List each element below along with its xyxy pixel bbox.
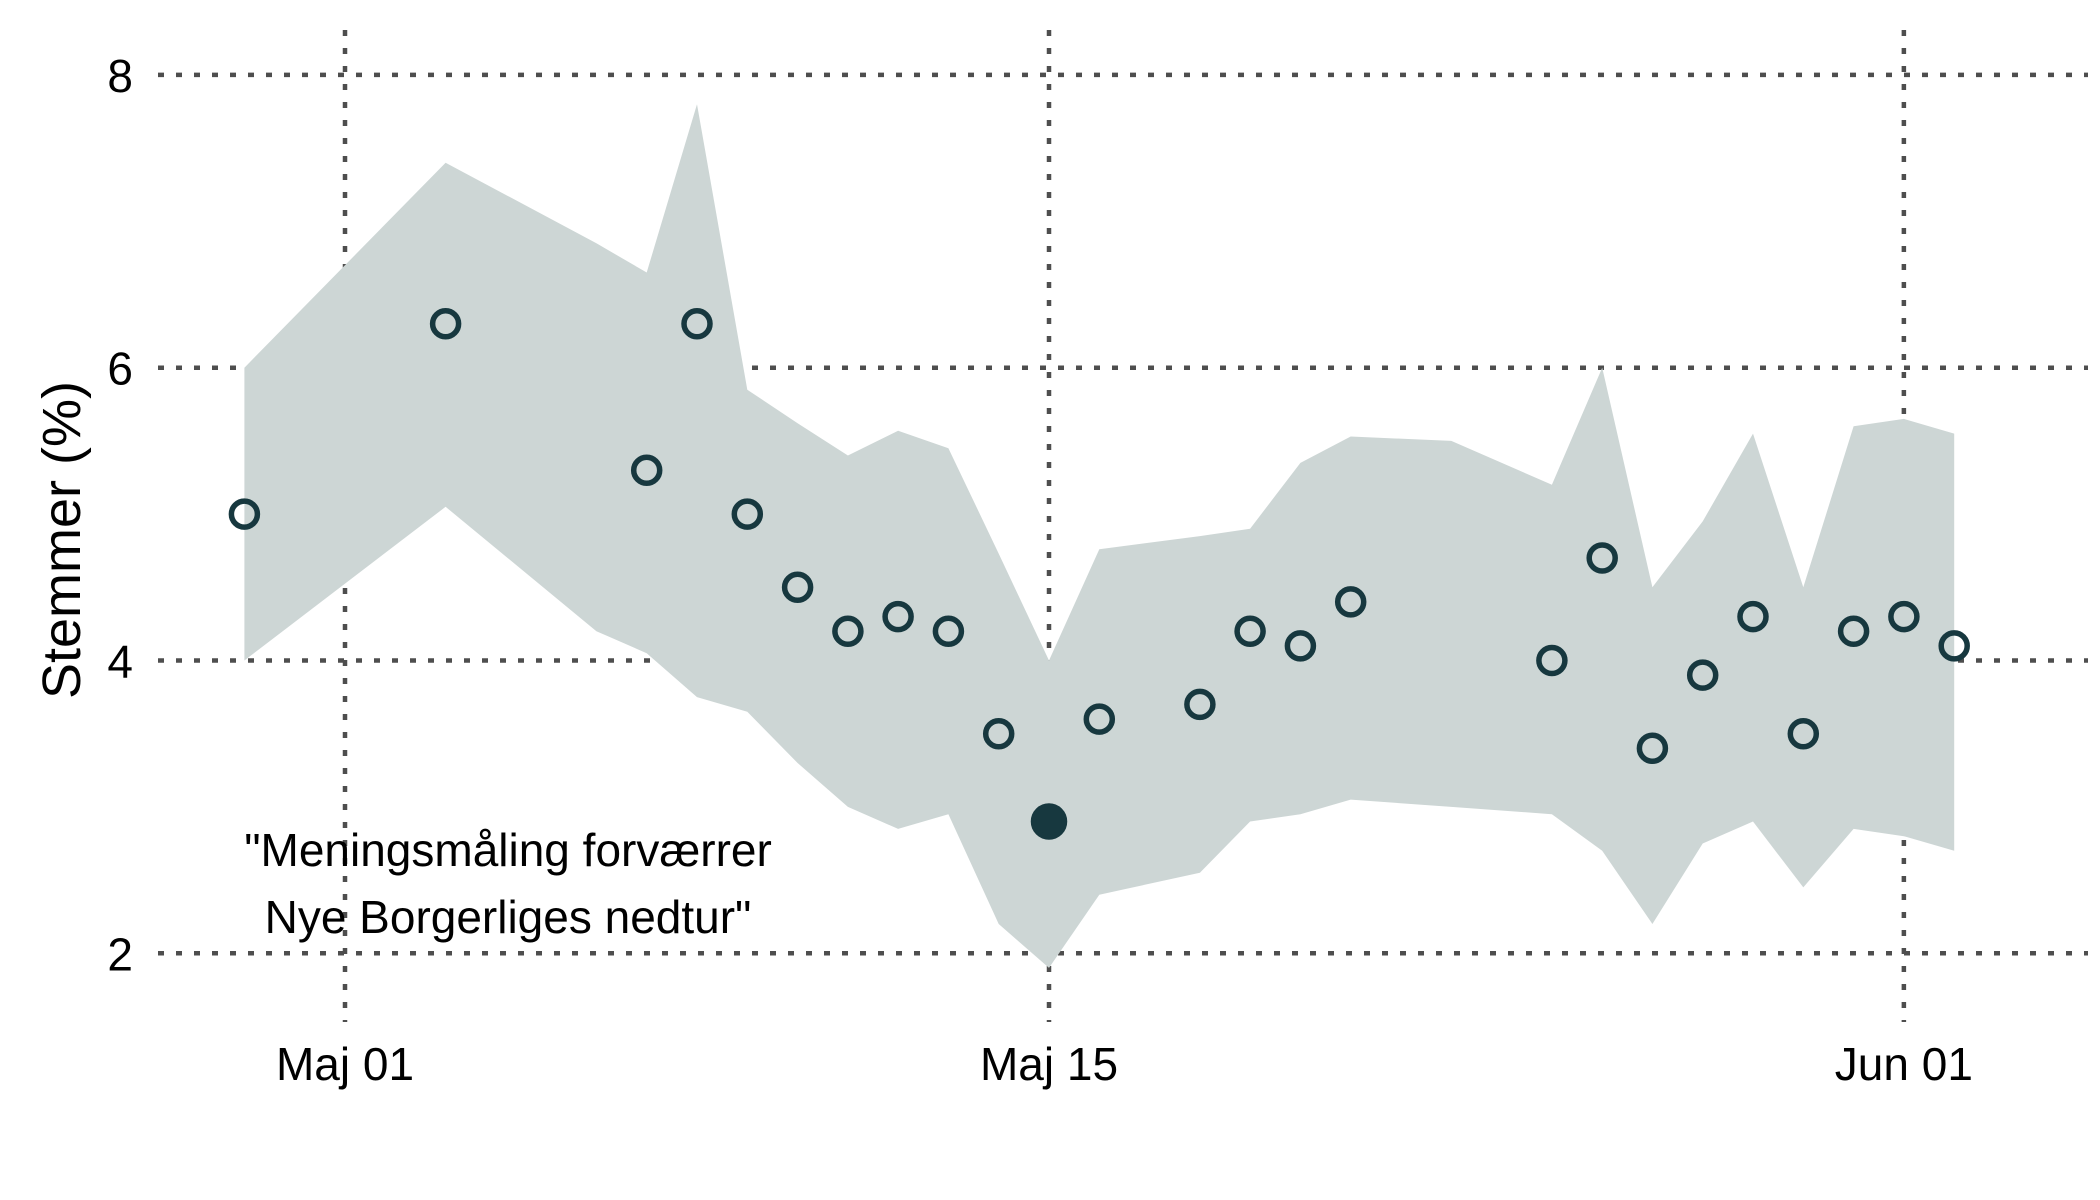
- poll-point: [1686, 659, 1719, 691]
- poll-point: [982, 717, 1015, 750]
- poll-point: [630, 454, 663, 486]
- poll-point: [932, 615, 965, 647]
- poll-point: [1737, 600, 1769, 633]
- poll-point: [1234, 615, 1266, 647]
- confidence-band: [244, 104, 1955, 968]
- poll-point: [731, 498, 764, 530]
- y-tick-label-2: 2: [107, 928, 133, 980]
- y-tick-label-8: 8: [107, 50, 133, 102]
- poll-point: [832, 615, 864, 647]
- poll-point: [1586, 542, 1618, 574]
- x-tick-label-2: Maj 15: [980, 1038, 1118, 1090]
- y-tick-label-4: 4: [107, 636, 133, 688]
- poll-point: [882, 600, 914, 633]
- poll-point: [1888, 600, 1920, 633]
- poll-point: [1536, 644, 1568, 677]
- poll-point: [1837, 615, 1870, 647]
- annotation-line-2: Nye Borgerliges nedtur": [265, 891, 752, 943]
- poll-point: [681, 308, 713, 340]
- poll-point: [228, 498, 261, 530]
- poll-point: [781, 571, 814, 604]
- poll-point: [1284, 630, 1317, 662]
- poll-point: [1083, 703, 1116, 735]
- poll-point-highlighted: [1030, 803, 1068, 840]
- poll-point: [1334, 586, 1367, 618]
- poll-point: [1938, 630, 1970, 662]
- x-tick-label-3: Jun 01: [1835, 1038, 1973, 1090]
- poll-point: [1184, 688, 1216, 721]
- poll-point: [1787, 717, 1820, 750]
- x-tick-label-1: Maj 01: [276, 1038, 414, 1090]
- annotation-line-1: "Meningsmåling forværrer: [244, 824, 772, 876]
- poll-point: [1636, 732, 1669, 765]
- y-axis-title: Stemmer (%): [32, 381, 92, 699]
- poll-point: [429, 308, 462, 340]
- y-tick-label-6: 6: [107, 343, 133, 395]
